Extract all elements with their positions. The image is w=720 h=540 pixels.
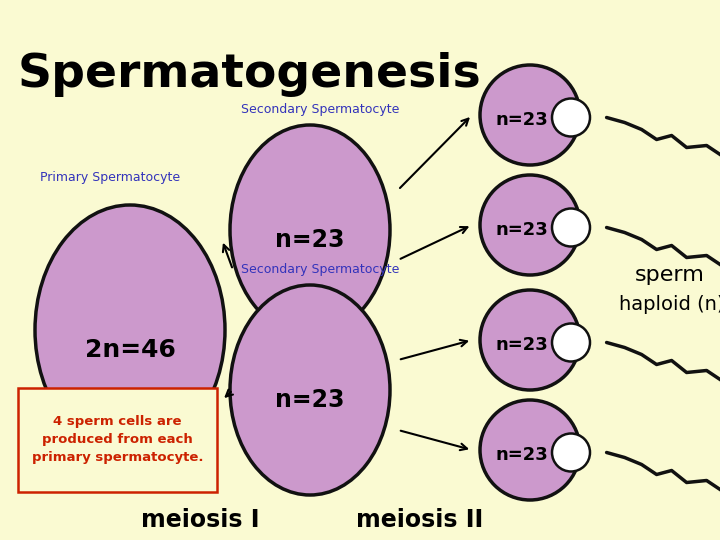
Text: Spermatogenesis: Spermatogenesis bbox=[18, 52, 482, 97]
Ellipse shape bbox=[35, 205, 225, 455]
Ellipse shape bbox=[230, 125, 390, 335]
FancyBboxPatch shape bbox=[18, 388, 217, 492]
Text: n=23: n=23 bbox=[495, 111, 549, 129]
Text: 2n=46: 2n=46 bbox=[84, 338, 176, 362]
Text: 4 sperm cells are
produced from each
primary spermatocyte.: 4 sperm cells are produced from each pri… bbox=[32, 415, 203, 464]
Circle shape bbox=[480, 175, 580, 275]
Text: sperm: sperm bbox=[635, 265, 705, 285]
Text: n=23: n=23 bbox=[495, 221, 549, 239]
Text: Secondary Spermatocyte: Secondary Spermatocyte bbox=[240, 262, 399, 275]
Text: meiosis I: meiosis I bbox=[140, 508, 259, 532]
Text: n=23: n=23 bbox=[495, 336, 549, 354]
Text: n=23: n=23 bbox=[275, 228, 345, 252]
Circle shape bbox=[552, 323, 590, 361]
Circle shape bbox=[552, 98, 590, 137]
Circle shape bbox=[552, 208, 590, 246]
Circle shape bbox=[552, 434, 590, 471]
Circle shape bbox=[480, 400, 580, 500]
Text: n=23: n=23 bbox=[275, 388, 345, 412]
Circle shape bbox=[480, 290, 580, 390]
Text: Secondary Spermatocyte: Secondary Spermatocyte bbox=[240, 103, 399, 116]
Text: Primary Spermatocyte: Primary Spermatocyte bbox=[40, 171, 180, 184]
Text: meiosis II: meiosis II bbox=[356, 508, 484, 532]
Text: n=23: n=23 bbox=[495, 446, 549, 464]
Ellipse shape bbox=[230, 285, 390, 495]
Text: haploid (n): haploid (n) bbox=[619, 295, 720, 314]
Circle shape bbox=[480, 65, 580, 165]
